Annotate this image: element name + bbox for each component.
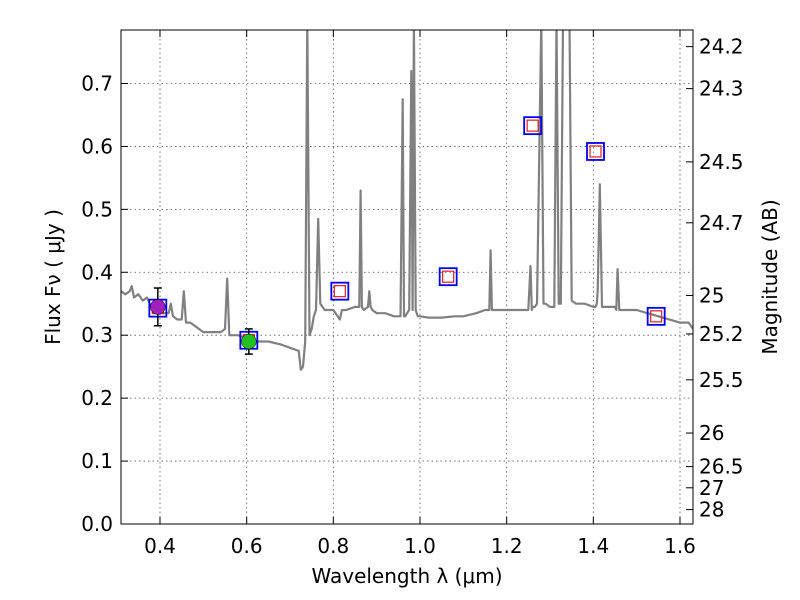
spectrum-line xyxy=(121,30,693,371)
model-inner-square-band-5 xyxy=(526,119,539,132)
right-axis-title: Magnitude (AB) xyxy=(758,199,782,354)
model-square-band-5 xyxy=(523,116,543,136)
mag-tick-label: 25 xyxy=(699,284,724,308)
y-tick-label: 0.1 xyxy=(81,449,113,473)
y-tick-label: 0.3 xyxy=(81,323,113,347)
y-tick-label: 0.4 xyxy=(81,260,113,284)
axes-ticks: 0.4 0.6 0.8 1.0 1.2 1.4 1.6 0.0 0.1 0.2 0.3 0.4 0.5 0… xyxy=(81,30,744,558)
mag-tick-label: 26.5 xyxy=(699,455,744,479)
y-tick-label: 0.0 xyxy=(81,512,113,536)
mag-tick-label: 24.7 xyxy=(699,211,744,235)
mag-tick-label: 24.3 xyxy=(699,77,744,101)
photometry-point-band-1 xyxy=(150,299,166,315)
model-square-band-3 xyxy=(330,281,350,301)
y-tick-label: 0.5 xyxy=(81,197,113,221)
y-tick-label: 0.7 xyxy=(81,71,113,95)
x-tick-label: 1.2 xyxy=(491,534,523,558)
photometry-point-band-2 xyxy=(241,333,257,350)
model-square-band-6 xyxy=(586,142,605,161)
plot-frame xyxy=(120,29,694,525)
y-tick-label: 0.2 xyxy=(81,386,113,410)
x-tick-label: 1.6 xyxy=(664,534,696,558)
mag-tick-label: 25.5 xyxy=(699,368,744,392)
y-tick-label: 0.6 xyxy=(81,134,113,158)
model-inner-square-band-3 xyxy=(333,285,346,298)
mag-tick-label: 27 xyxy=(699,476,724,500)
model-square-band-7 xyxy=(646,306,666,326)
grid xyxy=(121,30,693,525)
x-tick-label: 1.4 xyxy=(577,534,609,558)
x-tick-label: 0.4 xyxy=(144,534,176,558)
mag-tick-label: 28 xyxy=(699,498,724,522)
mag-tick-label: 25.2 xyxy=(699,322,744,346)
mag-tick-label: 26 xyxy=(699,421,724,445)
model-inner-square-band-6 xyxy=(589,145,602,158)
x-axis-title: Wavelength λ (μm) xyxy=(311,564,502,588)
plot-area xyxy=(121,30,693,371)
mag-tick-label: 24.2 xyxy=(699,35,744,59)
y-axis-title: Flux Fν ( μJy ) xyxy=(41,209,65,345)
model-inner-square-band-4 xyxy=(442,270,455,283)
mag-tick-label: 24.5 xyxy=(699,150,744,174)
model-square-band-4 xyxy=(438,267,458,287)
x-tick-label: 0.8 xyxy=(317,534,349,558)
x-tick-label: 1.0 xyxy=(404,534,436,558)
x-tick-label: 0.6 xyxy=(231,534,263,558)
model-inner-square-band-7 xyxy=(650,310,663,323)
